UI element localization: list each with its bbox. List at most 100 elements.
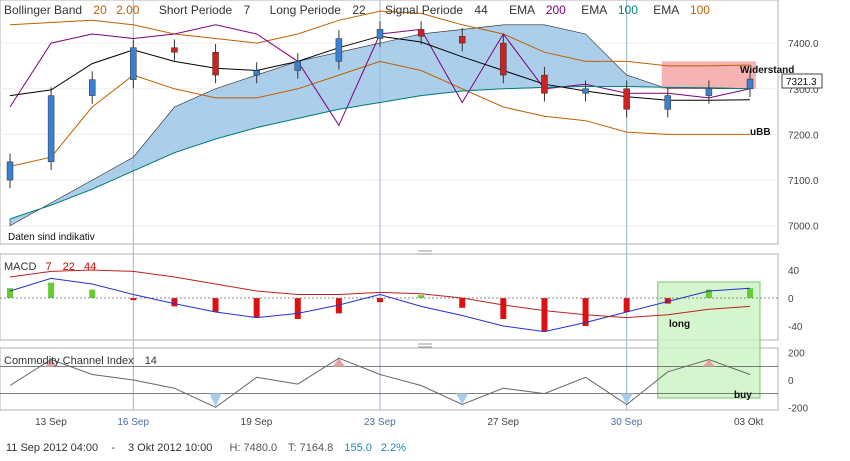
macd-histogram-bar xyxy=(747,288,753,298)
cci-series xyxy=(0,357,778,408)
legend-param: 200 xyxy=(546,3,566,17)
cci-plot-area xyxy=(0,347,779,411)
price-badge-value: 7321.3 xyxy=(786,77,817,88)
signal-highlight-box xyxy=(657,281,761,399)
candle-body xyxy=(376,29,384,39)
macd-param: 7 xyxy=(45,261,51,273)
y-tick-label: 200 xyxy=(788,349,805,360)
macd-histogram-bar xyxy=(253,298,260,318)
lower-bb-annotation: uBB xyxy=(750,127,771,138)
legend-label: Bollinger Band xyxy=(4,3,82,17)
macd-histogram-bar xyxy=(664,298,671,304)
cci-oversold-area xyxy=(456,393,469,405)
y-tick-label: 7400.0 xyxy=(788,39,819,50)
legend-label: Short Periode xyxy=(159,3,233,17)
candle-body xyxy=(171,47,178,53)
candle-body xyxy=(294,61,302,71)
candle-body xyxy=(88,79,96,96)
macd-series xyxy=(0,269,778,399)
panel-resize-handle[interactable] xyxy=(418,343,432,348)
cci-oversold-area xyxy=(620,393,633,405)
legend-param: 100 xyxy=(690,3,710,17)
macd-histogram-bar xyxy=(582,298,589,326)
candle-body xyxy=(541,74,548,94)
legend-label: EMA xyxy=(581,3,607,17)
low-value: T: 7164.8 xyxy=(288,442,333,454)
x-tick-label: 19 Sep xyxy=(241,417,273,428)
x-tick-label: 16 Sep xyxy=(117,417,149,428)
cci-label: Commodity Channel Index xyxy=(4,355,134,367)
candle-body xyxy=(705,88,713,96)
legend-param: 20 xyxy=(93,3,107,17)
macd-histogram-bar xyxy=(335,298,342,314)
legend-label: EMA xyxy=(509,3,535,17)
macd-histogram-bar xyxy=(705,289,712,298)
range-separator: - xyxy=(111,442,115,454)
x-tick-label: 03 Okt xyxy=(734,417,764,428)
cci-overbought-area xyxy=(702,359,715,367)
y-tick-label: 7000.0 xyxy=(788,222,819,233)
footer-range: 11 Sep 2012 04:00 - 3 Okt 2012 10:00 H: … xyxy=(6,442,406,454)
macd-param: 44 xyxy=(84,261,96,273)
candle-body xyxy=(417,29,425,37)
range-start: 11 Sep 2012 04:00 xyxy=(6,442,98,454)
cci-overbought-area xyxy=(45,359,58,367)
y-tick-label: -40 xyxy=(788,322,803,333)
macd-histogram-bar xyxy=(418,295,425,298)
candle-body xyxy=(253,70,260,76)
y-tick-label: 7200.0 xyxy=(788,130,819,141)
cci-oversold-area xyxy=(209,393,222,408)
cci-line xyxy=(9,357,751,408)
y-tick-label: -200 xyxy=(788,403,808,414)
main-plot-area xyxy=(0,0,779,245)
cci-param: 14 xyxy=(145,355,157,367)
candle-body xyxy=(212,51,219,76)
cci-overbought-area xyxy=(332,358,345,367)
candle-body xyxy=(6,161,14,181)
candles xyxy=(6,21,754,189)
macd-line xyxy=(9,277,751,333)
macd-histogram-bar xyxy=(130,298,137,301)
macd-signal-line xyxy=(9,269,751,319)
high-value: H: 7480.0 xyxy=(229,442,277,454)
x-tick-label: 27 Sep xyxy=(487,417,519,428)
macd-histogram-bar xyxy=(459,298,466,308)
candle-body xyxy=(458,35,466,44)
y-tick-label: 0 xyxy=(788,376,794,387)
candle-body xyxy=(746,78,754,90)
resistance-annotation: Widerstand xyxy=(740,65,794,76)
macd-histogram-bar xyxy=(623,298,630,312)
legend-param: 44 xyxy=(474,3,488,17)
axis-labels: 7400.0 7300.0 7200.0 7100.0 7000.0 40 0 -40 200 0… xyxy=(35,39,819,428)
macd-histogram-bar xyxy=(500,298,507,319)
candle-body xyxy=(500,42,507,76)
macd-histogram-bar xyxy=(377,298,383,303)
legend-label: Signal Periode xyxy=(385,3,463,17)
candle-body xyxy=(335,38,343,62)
macd-histogram-bar xyxy=(541,298,548,332)
bollinger-upper-line xyxy=(9,10,751,67)
x-tick-label: 23 Sep xyxy=(364,417,396,428)
panel-resize-handle[interactable] xyxy=(418,250,432,255)
long-annotation: long xyxy=(669,319,690,330)
candle-body xyxy=(582,88,589,94)
macd-histogram-bar xyxy=(171,298,178,307)
macd-histogram-bar xyxy=(89,289,96,298)
macd-histogram-bar xyxy=(294,298,301,319)
candle-body xyxy=(47,95,55,163)
candle-body xyxy=(623,88,630,110)
buy-annotation: buy xyxy=(734,390,752,401)
x-tick-label: 13 Sep xyxy=(35,417,67,428)
macd-histogram-bar xyxy=(7,288,13,298)
y-tick-label: 7100.0 xyxy=(788,176,819,187)
y-tick-label: 7300.0 xyxy=(788,85,819,96)
legend-param: 7 xyxy=(244,3,251,17)
macd-legend: MACD 7 22 44 xyxy=(4,261,96,273)
y-tick-label: 0 xyxy=(788,294,794,305)
price-badge xyxy=(781,73,823,89)
cci-legend: Commodity Channel Index 14 xyxy=(4,355,157,367)
header-legend: Bollinger Band 20 2.00 Short Periode 7 L… xyxy=(4,3,710,17)
legend-param: 22 xyxy=(352,3,366,17)
